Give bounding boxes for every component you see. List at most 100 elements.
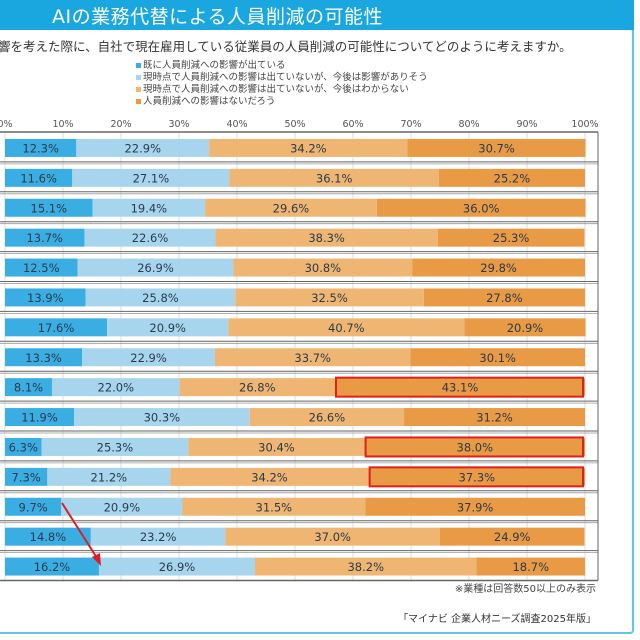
data-label: 36.1% bbox=[316, 171, 353, 185]
bar-segment bbox=[182, 497, 366, 516]
data-label: 30.7% bbox=[478, 141, 515, 155]
data-label: 29.6% bbox=[273, 201, 310, 215]
data-label: 38.3% bbox=[308, 231, 345, 245]
data-label: 22.0% bbox=[98, 381, 135, 395]
legend-swatch bbox=[136, 99, 141, 104]
data-label: 30.4% bbox=[258, 440, 295, 454]
bar-segment bbox=[90, 527, 226, 546]
data-label: 27.1% bbox=[133, 171, 170, 185]
bar-segment bbox=[92, 198, 206, 217]
bar-segment bbox=[5, 138, 77, 157]
data-label: 32.5% bbox=[311, 291, 348, 305]
data-label: 33.7% bbox=[294, 351, 331, 365]
bar-segment bbox=[5, 288, 86, 307]
data-label: 20.9% bbox=[507, 321, 544, 335]
data-label: 30.8% bbox=[305, 261, 342, 275]
data-label: 29.8% bbox=[480, 261, 517, 275]
bar-segment bbox=[98, 557, 255, 576]
bar-segment bbox=[5, 437, 42, 456]
legend-label: 現時点で人員削減への影響は出ていないが、今後はわからない bbox=[143, 84, 409, 95]
data-label: 15.1% bbox=[31, 201, 68, 215]
bar-segment bbox=[412, 258, 585, 277]
bar-segment bbox=[365, 497, 585, 516]
bar-segment bbox=[5, 198, 93, 217]
data-label: 13.7% bbox=[26, 231, 63, 245]
data-label: 34.2% bbox=[251, 470, 288, 484]
bar-segment bbox=[5, 348, 83, 367]
bar-segment bbox=[41, 437, 189, 456]
data-label: 37.3% bbox=[459, 470, 496, 484]
bar-segment bbox=[249, 408, 405, 427]
legend-item: 人員削減への影響はないだろう bbox=[136, 96, 428, 108]
data-label: 31.5% bbox=[256, 500, 293, 514]
data-label: 22.6% bbox=[132, 231, 169, 245]
data-label: 13.9% bbox=[27, 291, 64, 305]
data-label: 25.3% bbox=[493, 231, 530, 245]
legend-swatch bbox=[136, 63, 141, 68]
bar-segment bbox=[85, 288, 236, 307]
data-label: 30.1% bbox=[479, 351, 516, 365]
bar-segment bbox=[209, 138, 408, 157]
bar-segment bbox=[438, 168, 585, 187]
data-label: 26.9% bbox=[137, 261, 174, 275]
bar-segment bbox=[335, 378, 585, 397]
highlight-box bbox=[364, 436, 584, 458]
bar-segment bbox=[205, 198, 377, 217]
bar-segment bbox=[5, 408, 75, 427]
bar-segment bbox=[5, 557, 99, 576]
bar-segment bbox=[77, 258, 234, 277]
bar-segment bbox=[179, 378, 336, 397]
bar-segment bbox=[74, 408, 250, 427]
footnote: ※業種は回答数50以上のみ表示 bbox=[454, 584, 596, 595]
data-label: 12.3% bbox=[22, 141, 59, 155]
data-label: 40.7% bbox=[328, 321, 365, 335]
data-label: 7.3% bbox=[12, 470, 41, 484]
bar-segment bbox=[437, 228, 585, 247]
data-label: 34.2% bbox=[290, 141, 327, 155]
data-label: 38.2% bbox=[347, 560, 384, 574]
bar-segment bbox=[5, 527, 91, 546]
data-label: 17.6% bbox=[38, 321, 75, 335]
data-label: 14.8% bbox=[30, 530, 67, 544]
bar-segment bbox=[5, 228, 85, 247]
legend: 既に人員削減への影響が出ている 現時点で人員削減への影響は出ていないが、今後は影… bbox=[136, 60, 428, 108]
bar-segment bbox=[214, 348, 411, 367]
bar-segment bbox=[5, 258, 78, 277]
data-label: 30.3% bbox=[144, 411, 181, 425]
data-label: 23.2% bbox=[140, 530, 177, 544]
bar-segment bbox=[235, 288, 424, 307]
data-label: 18.7% bbox=[512, 560, 549, 574]
bar-segment bbox=[61, 497, 183, 516]
data-label: 37.9% bbox=[457, 500, 494, 514]
legend-item: 現時点で人員削減への影響は出ていないが、今後はわからない bbox=[136, 84, 428, 96]
bar-segment bbox=[229, 168, 439, 187]
bar-segment bbox=[5, 378, 52, 397]
legend-label: 人員削減への影響はないだろう bbox=[143, 96, 276, 107]
data-label: 26.9% bbox=[159, 560, 196, 574]
bar-segment bbox=[440, 527, 585, 546]
title-bar: AIの業務代替による人員削減の可能性 bbox=[0, 0, 634, 30]
legend-item: 既に人員削減への影響が出ている bbox=[136, 60, 428, 72]
data-label: 13.3% bbox=[25, 351, 62, 365]
data-label: 26.8% bbox=[239, 381, 276, 395]
bar-segment bbox=[107, 318, 229, 337]
data-label: 12.5% bbox=[23, 261, 60, 275]
question-text: 響を考えた際に、自社で現在雇用している従業員の人員削減の可能性についてどのように… bbox=[0, 39, 572, 54]
bar-segment bbox=[82, 348, 215, 367]
x-tick-label: 40% bbox=[226, 119, 248, 130]
x-tick-label: 80% bbox=[458, 119, 480, 130]
data-label: 43.1% bbox=[442, 381, 479, 395]
bar-segment bbox=[225, 527, 440, 546]
data-label: 11.6% bbox=[20, 171, 57, 185]
bar-segment bbox=[410, 348, 585, 367]
x-tick-label: 0% bbox=[0, 119, 13, 130]
legend-label: 現時点で人員削減への影響は出ていないが、今後は影響がありそう bbox=[143, 72, 428, 83]
data-label: 16.2% bbox=[34, 560, 71, 574]
bar-segment bbox=[233, 258, 413, 277]
data-label: 8.1% bbox=[14, 381, 43, 395]
data-label: 38.0% bbox=[457, 440, 494, 454]
bar-segment bbox=[464, 318, 586, 337]
x-tick-label: 60% bbox=[342, 119, 364, 130]
data-label: 26.6% bbox=[309, 411, 346, 425]
x-tick-label: 70% bbox=[400, 119, 422, 130]
